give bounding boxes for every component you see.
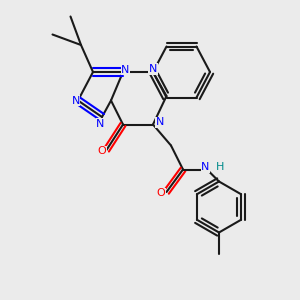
Text: O: O <box>98 146 106 157</box>
Text: N: N <box>149 64 157 74</box>
Text: O: O <box>157 188 166 199</box>
Text: N: N <box>155 117 164 127</box>
Text: N: N <box>121 64 130 75</box>
Text: H: H <box>215 162 224 172</box>
Text: N: N <box>71 95 80 106</box>
Text: N: N <box>201 162 210 172</box>
Text: N: N <box>96 118 105 129</box>
